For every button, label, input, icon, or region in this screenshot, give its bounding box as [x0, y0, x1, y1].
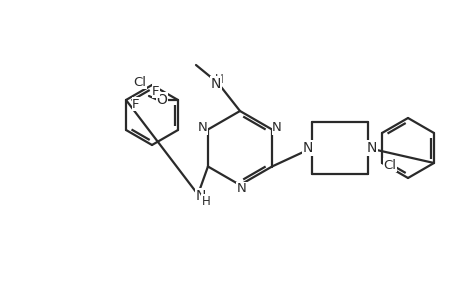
Text: F: F: [132, 98, 140, 110]
Text: H: H: [201, 195, 210, 208]
Text: N: N: [198, 121, 207, 134]
Text: N: N: [366, 141, 376, 155]
Text: N: N: [302, 141, 313, 155]
Text: N: N: [196, 188, 206, 203]
Text: H: H: [214, 73, 223, 85]
Text: N: N: [210, 77, 221, 91]
Text: F: F: [152, 85, 159, 98]
Text: Cl: Cl: [133, 76, 146, 88]
Text: O: O: [156, 93, 167, 107]
Text: N: N: [236, 182, 246, 196]
Text: N: N: [272, 121, 281, 134]
Text: Cl: Cl: [383, 158, 396, 172]
